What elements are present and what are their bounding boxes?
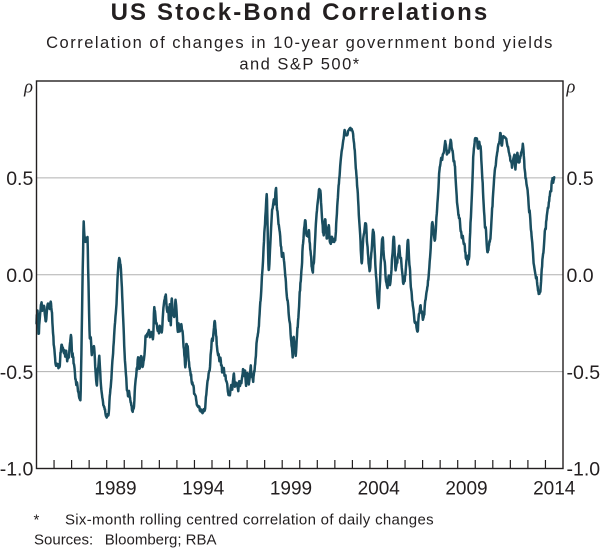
svg-text:*: * — [34, 511, 40, 528]
svg-text:-0.5: -0.5 — [0, 362, 33, 384]
svg-text:0.5: 0.5 — [567, 168, 594, 190]
svg-text:-1.0: -1.0 — [567, 459, 600, 481]
svg-text:and S&P 500*: and S&P 500* — [239, 55, 360, 73]
svg-text:Sources:: Sources: — [34, 532, 93, 549]
svg-text:1994: 1994 — [182, 479, 225, 500]
svg-text:Bloomberg; RBA: Bloomberg; RBA — [105, 532, 217, 549]
svg-text:ρ: ρ — [23, 78, 33, 98]
svg-text:0.0: 0.0 — [6, 265, 33, 287]
svg-text:1989: 1989 — [94, 479, 136, 500]
svg-text:US Stock-Bond Correlations: US Stock-Bond Correlations — [111, 0, 490, 26]
svg-text:2004: 2004 — [358, 479, 401, 500]
svg-text:Correlation of changes in 10-y: Correlation of changes in 10-year govern… — [46, 34, 554, 52]
svg-text:2014: 2014 — [533, 479, 576, 500]
svg-text:1999: 1999 — [270, 479, 312, 500]
svg-text:Six-month rolling centred corr: Six-month rolling centred correlation of… — [65, 511, 434, 528]
svg-text:2009: 2009 — [445, 479, 487, 500]
svg-text:ρ: ρ — [566, 78, 576, 98]
svg-text:-0.5: -0.5 — [567, 362, 600, 384]
svg-text:-1.0: -1.0 — [0, 459, 33, 481]
svg-text:0.5: 0.5 — [6, 168, 33, 190]
svg-text:0.0: 0.0 — [567, 265, 594, 287]
